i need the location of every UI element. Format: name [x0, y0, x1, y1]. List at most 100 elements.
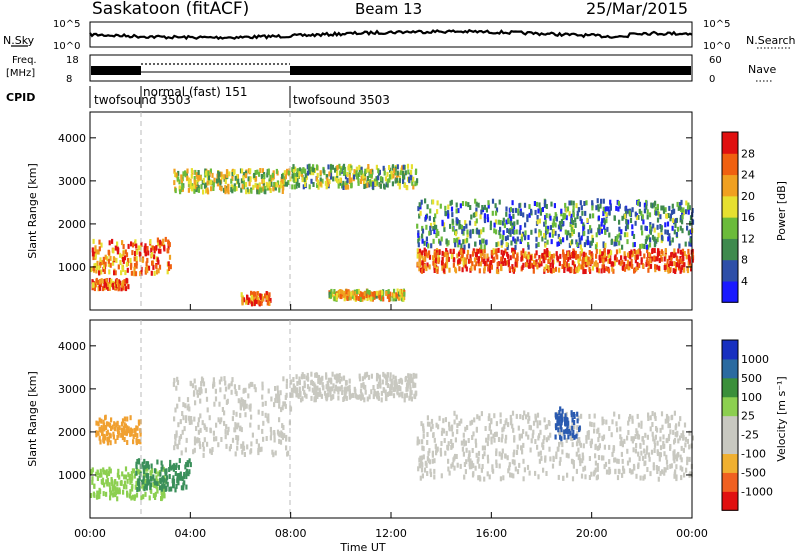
scatter-cell: [262, 436, 265, 442]
scatter-cell: [605, 266, 608, 272]
scatter-cell: [565, 207, 568, 213]
scatter-cell: [572, 220, 575, 225]
colorbar-swatch: [722, 472, 738, 492]
scatter-cell: [314, 393, 317, 399]
scatter-cell: [460, 418, 463, 424]
scatter-cell: [134, 239, 137, 245]
scatter-cell: [294, 176, 297, 182]
scatter-cell: [487, 434, 490, 439]
scatter-cell: [615, 249, 619, 255]
scatter-cell: [544, 424, 547, 430]
scatter-cell: [92, 255, 95, 261]
scatter-cell: [108, 269, 111, 275]
scatter-cell: [217, 172, 220, 178]
scatter-cell: [278, 417, 281, 423]
scatter-cell: [606, 226, 609, 232]
scatter-cell: [240, 187, 243, 193]
scatter-cell: [645, 449, 648, 455]
scatter-cell: [531, 255, 534, 261]
scatter-cell: [258, 189, 261, 195]
scatter-cell: [337, 373, 340, 379]
scatter-cell: [160, 466, 163, 472]
scatter-cell: [473, 265, 476, 271]
scatter-cell: [565, 452, 568, 458]
scatter-cell: [337, 386, 340, 392]
scatter-cell: [205, 188, 208, 194]
scatter-cell: [681, 219, 684, 225]
scatter-cell: [327, 377, 330, 383]
scatter-cell: [483, 476, 486, 482]
scatter-cell: [626, 448, 629, 454]
scatter-cell: [655, 427, 659, 433]
scatter-cell: [488, 474, 491, 480]
scatter-cell: [438, 415, 441, 421]
scatter-cell: [459, 224, 462, 229]
scatter-cell: [613, 457, 616, 463]
scatter-cell: [522, 429, 525, 434]
scatter-cell: [601, 251, 604, 257]
scatter-cell: [566, 417, 569, 423]
scatter-cell: [525, 431, 528, 437]
scatter-cell: [598, 224, 601, 230]
scatter-cell: [421, 439, 424, 445]
scatter-cell: [639, 251, 642, 257]
scatter-cell: [457, 251, 461, 257]
scatter-cell: [345, 395, 348, 401]
scatter-cell: [143, 458, 146, 464]
scatter-cell: [590, 240, 593, 246]
scatter-cell: [296, 181, 299, 186]
scatter-cell: [688, 456, 691, 462]
scatter-cell: [557, 474, 560, 480]
scatter-cell: [388, 297, 391, 303]
scatter-cell: [310, 395, 313, 401]
scatter-cell: [354, 291, 357, 297]
scatter-cell: [279, 390, 282, 396]
scatter-cell: [595, 260, 598, 266]
scatter-cell: [657, 232, 660, 238]
scatter-cell: [200, 388, 203, 394]
scatter-cell: [103, 426, 106, 432]
scatter-cell: [278, 403, 281, 409]
scatter-cell: [449, 200, 452, 206]
scatter-cell: [174, 407, 177, 413]
scatter-cell: [144, 483, 147, 489]
scatter-cell: [638, 201, 641, 207]
scatter-cell: [138, 469, 141, 475]
scatter-cell: [269, 174, 272, 180]
scatter-cell: [95, 268, 98, 274]
scatter-cell: [646, 467, 649, 472]
scatter-cell: [558, 460, 561, 466]
scatter-cell: [388, 165, 391, 170]
scatter-cell: [688, 241, 691, 247]
scatter-cell: [581, 458, 584, 464]
scatter-cell: [681, 466, 684, 472]
scatter-cell: [106, 481, 109, 487]
scatter-cell: [137, 478, 140, 484]
scatter-cell: [572, 463, 575, 469]
scatter-cell: [383, 373, 386, 379]
scatter-cell: [456, 462, 459, 468]
scatter-cell: [115, 422, 118, 428]
scatter-cell: [495, 431, 498, 437]
scatter-cell: [369, 179, 372, 184]
scatter-cell: [620, 436, 623, 442]
colorbar-swatch: [722, 358, 738, 379]
scatter-cell: [134, 484, 137, 490]
scatter-cell: [268, 292, 271, 298]
scatter-cell: [522, 248, 525, 254]
scatter-cell: [602, 264, 605, 270]
scatter-cell: [386, 383, 389, 388]
scatter-cell: [184, 418, 188, 423]
scatter-cell: [495, 421, 498, 427]
scatter-cell: [361, 296, 364, 302]
scatter-cell: [624, 226, 628, 232]
scatter-cell: [181, 184, 184, 190]
scatter-cell: [289, 405, 292, 411]
scatter-cell: [454, 231, 458, 237]
scatter-cell: [121, 254, 124, 260]
scatter-cell: [622, 468, 625, 474]
scatter-cell: [331, 394, 334, 400]
scatter-cell: [354, 388, 357, 394]
scatter-cell: [511, 459, 514, 465]
scatter-cell: [582, 466, 585, 472]
